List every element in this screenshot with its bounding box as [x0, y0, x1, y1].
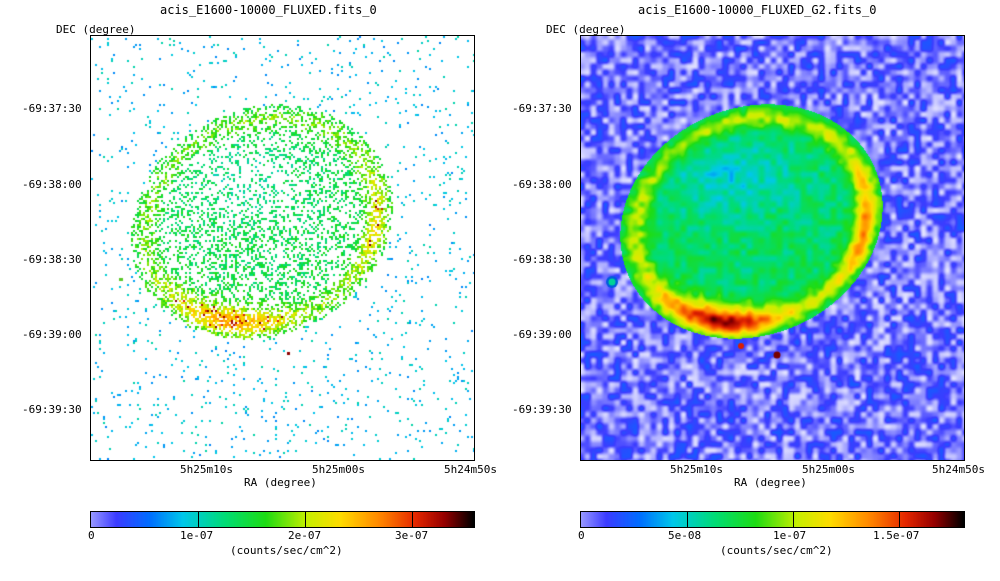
- right-y-tick-label: -69:38:00: [512, 178, 572, 191]
- left-y-tick-label: -69:38:00: [22, 178, 82, 191]
- left-colorbar-tick-label: 2e-07: [288, 529, 322, 542]
- left-y-axis-label: DEC (degree): [56, 23, 136, 36]
- right-colorbar-tick-label: 0: [578, 529, 585, 542]
- left-colorbar-tick-label: 0: [88, 529, 95, 542]
- right-image-canvas: [581, 36, 964, 460]
- left-image-frame[interactable]: [90, 35, 475, 461]
- left-y-tick-label: -69:38:30: [22, 253, 82, 266]
- right-image-frame[interactable]: [580, 35, 965, 461]
- right-y-tick-label: -69:39:00: [512, 328, 572, 341]
- right-x-tick-label: 5h25m10s: [670, 463, 723, 476]
- right-colorbar-tick-label: 1.5e-07: [873, 529, 920, 542]
- left-colorbar: [90, 511, 475, 528]
- left-colorbar-tick-label: 1e-07: [180, 529, 214, 542]
- right-x-tick-label: 5h24m50s: [932, 463, 985, 476]
- left-y-tick-label: -69:37:30: [22, 102, 82, 115]
- left-x-axis-label: RA (degree): [244, 476, 317, 489]
- right-x-tick-label: 5h25m00s: [802, 463, 855, 476]
- right-y-axis-label: DEC (degree): [546, 23, 626, 36]
- right-colorbar-tick: [793, 512, 794, 527]
- right-colorbar-tick: [687, 512, 688, 527]
- right-y-tick-label: -69:39:30: [512, 403, 572, 416]
- right-y-tick-label: -69:38:30: [512, 253, 572, 266]
- left-x-tick-label: 5h24m50s: [444, 463, 497, 476]
- right-colorbar-tick-label: 1e-07: [773, 529, 807, 542]
- right-colorbar-tick-label: 5e-08: [668, 529, 702, 542]
- left-colorbar-tick-label: 3e-07: [395, 529, 429, 542]
- left-x-tick-label: 5h25m00s: [312, 463, 365, 476]
- right-x-axis-label: RA (degree): [734, 476, 807, 489]
- left-y-tick-label: -69:39:00: [22, 328, 82, 341]
- right-y-tick-label: -69:37:30: [512, 102, 572, 115]
- left-x-tick-label: 5h25m10s: [180, 463, 233, 476]
- left-y-tick-label: -69:39:30: [22, 403, 82, 416]
- left-image-canvas: [91, 36, 474, 460]
- left-colorbar-tick: [305, 512, 306, 527]
- left-panel-title: acis_E1600-10000_FLUXED.fits_0: [160, 3, 377, 17]
- right-colorbar: [580, 511, 965, 528]
- left-colorbar-tick: [412, 512, 413, 527]
- right-panel-title: acis_E1600-10000_FLUXED_G2.fits_0: [638, 3, 877, 17]
- right-colorbar-label: (counts/sec/cm^2): [720, 544, 833, 557]
- right-colorbar-tick: [899, 512, 900, 527]
- left-colorbar-tick: [198, 512, 199, 527]
- left-colorbar-label: (counts/sec/cm^2): [230, 544, 343, 557]
